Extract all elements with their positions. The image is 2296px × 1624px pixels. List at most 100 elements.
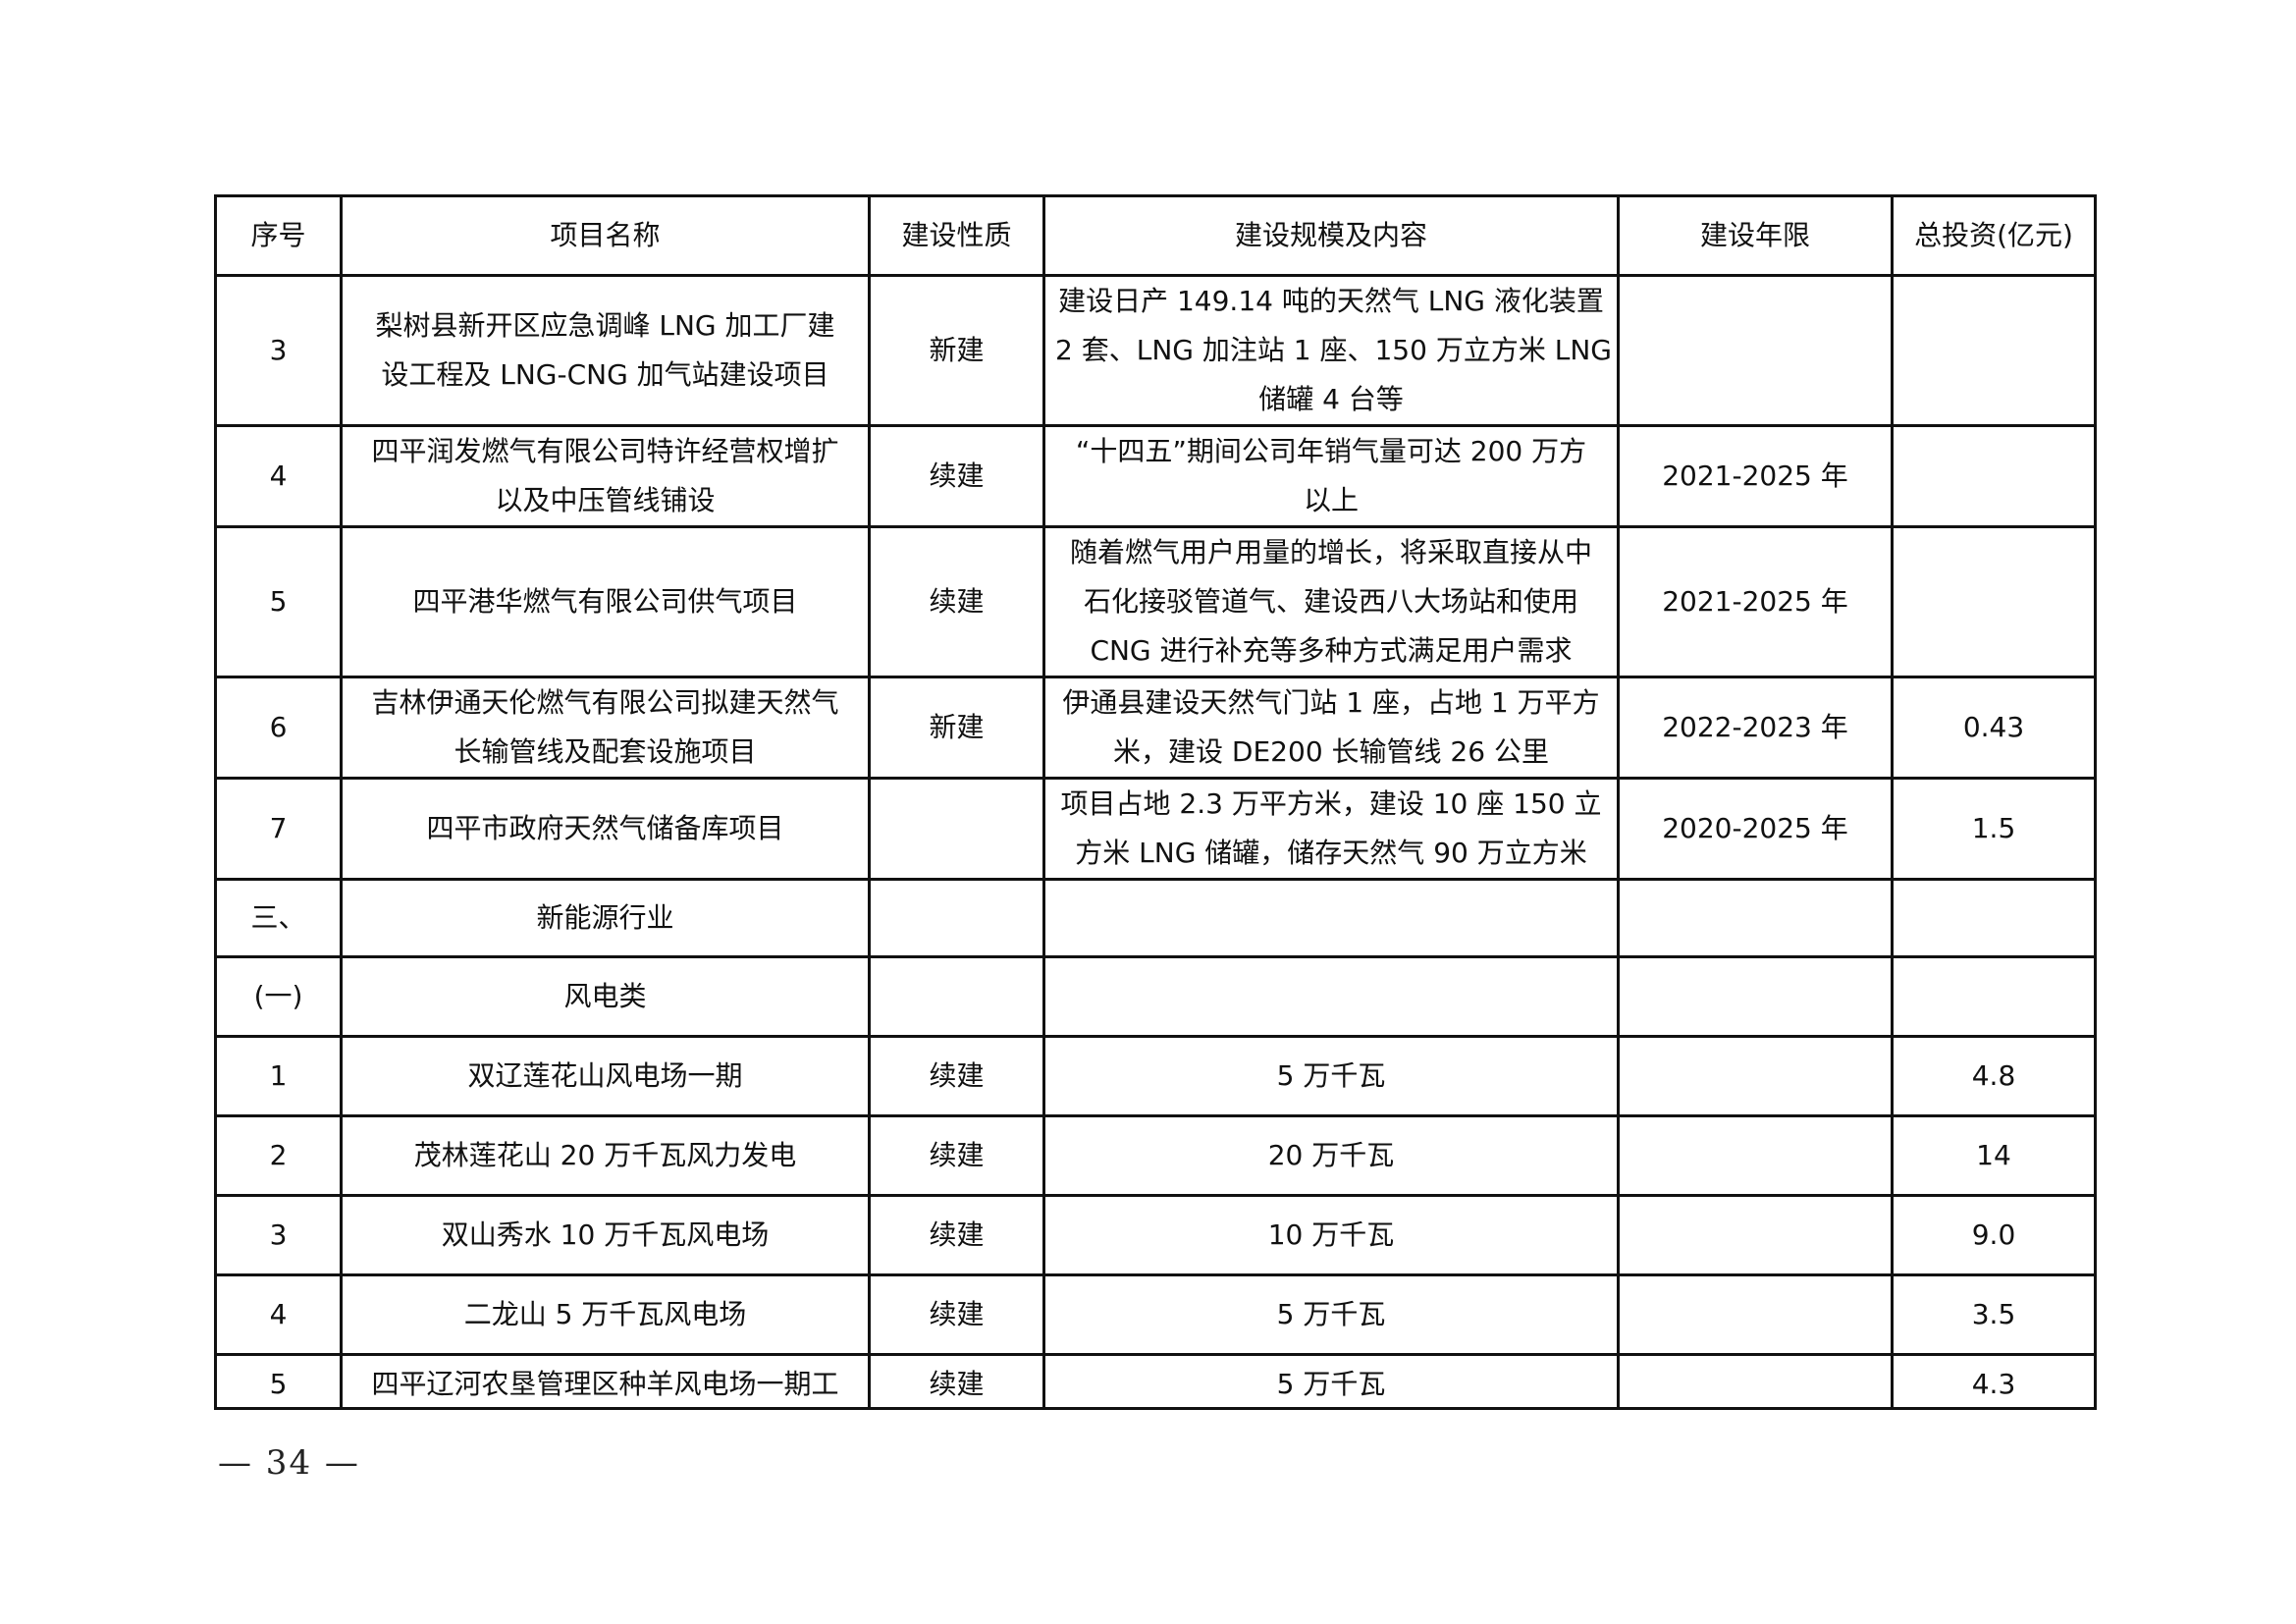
project-table: 序号 项目名称 建设性质 建设规模及内容 建设年限 总投资(亿元) 3 梨树县新开区应急调峰 …	[214, 194, 2097, 1410]
cell-text: 4	[269, 460, 288, 492]
cell-scale-content: 建设日产 149.14 吨的天然气 LNG 液化装置 2 套、LNG 加注站 1 …	[1042, 274, 1620, 427]
cell-construction-period	[1617, 274, 1894, 427]
cell-project-name: 四平辽河农垦管理区种羊风电场一期工	[340, 1353, 871, 1410]
cell-project-name: 四平港华燃气有限公司供气项目	[340, 525, 871, 678]
cell-construction-period: 2021-2025 年	[1617, 525, 1894, 678]
cell-scale-content: 5 万千瓦	[1042, 1035, 1620, 1117]
cell-total-investment	[1891, 955, 2097, 1038]
cell-project-name: 二龙山 5 万千瓦风电场	[340, 1273, 871, 1356]
cell-construction-type: 续建	[868, 1035, 1045, 1117]
cell-text: 5	[269, 1368, 288, 1400]
cell-construction-period	[1617, 1035, 1894, 1117]
cell-construction-type	[868, 878, 1045, 958]
cell-index: 1	[214, 1035, 343, 1117]
cell-text: 石化接驳管道气、建设西八大场站和使用	[1083, 585, 1578, 618]
cell-construction-period: 2021-2025 年	[1617, 424, 1894, 528]
cell-scale-content: 伊通县建设天然气门站 1 座，占地 1 万平方 米，建设 DE200 长输管线 2…	[1042, 676, 1620, 780]
cell-index: 2	[214, 1114, 343, 1197]
cell-total-investment: 9.0	[1891, 1194, 2097, 1276]
cell-project-name: 梨树县新开区应急调峰 LNG 加工厂建 设工程及 LNG-CNG 加气站建设项目	[340, 274, 871, 427]
header-scale-content: 建设规模及内容	[1042, 194, 1620, 277]
cell-text: 以上	[1303, 484, 1359, 516]
cell-total-investment: 3.5	[1891, 1273, 2097, 1356]
cell-text: 2	[269, 1139, 288, 1171]
cell-index: 3	[214, 274, 343, 427]
header-construction-period: 建设年限	[1617, 194, 1894, 277]
table-row: 7 四平市政府天然气储备库项目 项目占地 2.3 万平方米，建设 10 座 150 …	[214, 777, 2097, 881]
cell-scale-content: 5 万千瓦	[1042, 1273, 1620, 1356]
cell-construction-period	[1617, 955, 1894, 1038]
cell-text: 长输管线及配套设施项目	[454, 735, 757, 768]
cell-construction-period	[1617, 1353, 1894, 1410]
cell-index: (一)	[214, 955, 343, 1038]
cell-scale-content: “十四五”期间公司年销气量可达 200 万方 以上	[1042, 424, 1620, 528]
cell-construction-period	[1617, 878, 1894, 958]
table-row: 6 吉林伊通天伦燃气有限公司拟建天然气 长输管线及配套设施项目 新建 伊通县建设天然气门…	[214, 676, 2097, 780]
cell-text: “十四五”期间公司年销气量可达 200 万方	[1075, 435, 1587, 467]
cell-text: 5 万千瓦	[1276, 1298, 1386, 1330]
cell-construction-type: 续建	[868, 1273, 1045, 1356]
cell-text: 梨树县新开区应急调峰 LNG 加工厂建	[375, 309, 835, 342]
cell-text: 新建	[929, 334, 985, 366]
cell-text: 7	[269, 812, 288, 844]
cell-scale-content: 随着燃气用户用量的增长，将采取直接从中 石化接驳管道气、建设西八大场站和使用 CNG…	[1042, 525, 1620, 678]
cell-text: 茂林莲花山 20 万千瓦风力发电	[413, 1139, 797, 1171]
cell-index: 5	[214, 1353, 343, 1410]
cell-scale-content: 20 万千瓦	[1042, 1114, 1620, 1197]
cell-text: 吉林伊通天伦燃气有限公司拟建天然气	[371, 686, 839, 719]
table-row: 三、 新能源行业	[214, 878, 2097, 958]
cell-text: 1	[269, 1059, 288, 1092]
cell-index: 三、	[214, 878, 343, 958]
table-row: 3 双山秀水 10 万千瓦风电场 续建 10 万千瓦 9.0	[214, 1194, 2097, 1276]
cell-text: 三、	[250, 901, 306, 934]
cell-project-name: 四平润发燃气有限公司特许经营权增扩 以及中压管线铺设	[340, 424, 871, 528]
header-total-investment: 总投资(亿元)	[1891, 194, 2097, 277]
table-row: 4 四平润发燃气有限公司特许经营权增扩 以及中压管线铺设 续建 “十四五”期间公司年销气…	[214, 424, 2097, 528]
cell-text: 方米 LNG 储罐，储存天然气 90 万立方米	[1075, 837, 1587, 869]
cell-text: 2021-2025 年	[1662, 585, 1848, 618]
table-row: 3 梨树县新开区应急调峰 LNG 加工厂建 设工程及 LNG-CNG 加气站建设项目…	[214, 274, 2097, 427]
cell-text: 9.0	[1971, 1218, 2016, 1251]
table-row: (一) 风电类	[214, 955, 2097, 1038]
cell-text: 1.5	[1971, 812, 2016, 844]
cell-text: 建设日产 149.14 吨的天然气 LNG 液化装置	[1058, 285, 1604, 317]
page-number: — 34 —	[218, 1443, 360, 1483]
cell-construction-period: 2020-2025 年	[1617, 777, 1894, 881]
cell-text: 随着燃气用户用量的增长，将采取直接从中	[1069, 536, 1592, 568]
cell-text: 项目占地 2.3 万平方米，建设 10 座 150 立	[1060, 787, 1602, 820]
header-construction-type: 建设性质	[868, 194, 1045, 277]
cell-construction-type: 续建	[868, 424, 1045, 528]
cell-construction-type	[868, 955, 1045, 1038]
cell-scale-content	[1042, 955, 1620, 1038]
cell-text: 3	[269, 334, 288, 366]
cell-text: 14	[1976, 1139, 2011, 1171]
cell-text: 以及中压管线铺设	[495, 484, 716, 516]
table-row: 1 双辽莲花山风电场一期 续建 5 万千瓦 4.8	[214, 1035, 2097, 1117]
cell-project-name: 吉林伊通天伦燃气有限公司拟建天然气 长输管线及配套设施项目	[340, 676, 871, 780]
cell-text: CNG 进行补充等多种方式满足用户需求	[1090, 634, 1573, 667]
cell-text: 米，建设 DE200 长输管线 26 公里	[1113, 735, 1549, 768]
cell-text: 续建	[929, 1368, 985, 1400]
cell-text: 5	[269, 585, 288, 618]
cell-text: 0.43	[1962, 711, 2025, 743]
cell-text: 设工程及 LNG-CNG 加气站建设项目	[381, 358, 829, 391]
cell-text: 续建	[929, 1298, 985, 1330]
cell-text: 四平市政府天然气储备库项目	[426, 812, 784, 844]
cell-text: 二龙山 5 万千瓦风电场	[463, 1298, 747, 1330]
cell-project-name: 茂林莲花山 20 万千瓦风力发电	[340, 1114, 871, 1197]
cell-construction-period	[1617, 1194, 1894, 1276]
cell-index: 5	[214, 525, 343, 678]
cell-text: 5 万千瓦	[1276, 1368, 1386, 1400]
header-index: 序号	[214, 194, 343, 277]
cell-text: (一)	[253, 980, 303, 1012]
cell-text: 四平润发燃气有限公司特许经营权增扩	[371, 435, 839, 467]
cell-total-investment	[1891, 878, 2097, 958]
cell-construction-period	[1617, 1273, 1894, 1356]
cell-total-investment	[1891, 274, 2097, 427]
cell-scale-content: 5 万千瓦	[1042, 1353, 1620, 1410]
cell-text: 续建	[929, 1139, 985, 1171]
cell-text: 3	[269, 1218, 288, 1251]
cell-total-investment	[1891, 424, 2097, 528]
table-row: 5 四平港华燃气有限公司供气项目 续建 随着燃气用户用量的增长，将采取直接从中 石化接驳…	[214, 525, 2097, 678]
cell-scale-content	[1042, 878, 1620, 958]
